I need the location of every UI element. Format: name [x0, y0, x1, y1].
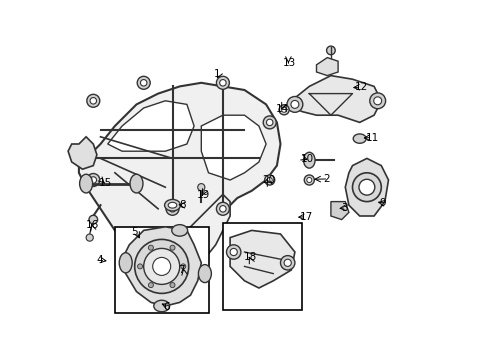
Text: 20: 20: [261, 175, 274, 185]
Polygon shape: [122, 227, 201, 306]
Circle shape: [216, 76, 229, 89]
Text: 13: 13: [283, 58, 296, 68]
Circle shape: [148, 245, 153, 250]
Text: 8: 8: [179, 200, 185, 210]
Text: 14: 14: [276, 104, 289, 114]
Text: 18: 18: [244, 252, 257, 262]
Bar: [223, 223, 302, 310]
Circle shape: [290, 100, 298, 108]
Circle shape: [90, 177, 96, 183]
Polygon shape: [291, 76, 381, 122]
Circle shape: [86, 234, 93, 241]
Text: 10: 10: [300, 154, 313, 164]
Text: 16: 16: [86, 220, 99, 230]
Text: 2: 2: [322, 174, 329, 184]
Circle shape: [216, 202, 229, 215]
Text: 3: 3: [340, 203, 347, 213]
Polygon shape: [201, 115, 265, 180]
Circle shape: [219, 80, 225, 86]
Bar: [115, 227, 208, 313]
Text: 4: 4: [97, 255, 103, 265]
Circle shape: [369, 93, 385, 109]
Circle shape: [166, 202, 179, 215]
Text: 19: 19: [197, 190, 210, 200]
Circle shape: [90, 98, 96, 104]
Circle shape: [134, 239, 188, 293]
Circle shape: [284, 259, 291, 266]
Text: 15: 15: [99, 178, 112, 188]
Circle shape: [306, 177, 311, 183]
Text: 5: 5: [131, 227, 138, 237]
Circle shape: [148, 283, 153, 288]
Polygon shape: [68, 137, 97, 169]
Polygon shape: [316, 58, 337, 76]
Polygon shape: [330, 202, 348, 220]
Text: 9: 9: [379, 198, 386, 208]
Text: 7: 7: [178, 265, 184, 275]
Circle shape: [137, 264, 142, 269]
Text: 6: 6: [163, 302, 169, 312]
Circle shape: [264, 175, 274, 185]
Circle shape: [87, 174, 100, 186]
Ellipse shape: [352, 134, 366, 143]
Circle shape: [89, 215, 98, 224]
Circle shape: [143, 248, 179, 284]
Circle shape: [169, 206, 175, 212]
Circle shape: [170, 245, 175, 250]
Ellipse shape: [168, 202, 177, 208]
Circle shape: [358, 179, 374, 195]
Circle shape: [286, 96, 302, 112]
Circle shape: [152, 257, 170, 275]
Ellipse shape: [303, 152, 314, 168]
Polygon shape: [230, 230, 294, 288]
Circle shape: [304, 175, 314, 185]
Circle shape: [140, 80, 146, 86]
Circle shape: [266, 177, 272, 183]
Circle shape: [226, 245, 241, 259]
Text: 1: 1: [213, 69, 220, 79]
Circle shape: [279, 105, 288, 115]
Text: 12: 12: [354, 82, 367, 92]
Ellipse shape: [198, 265, 211, 283]
Ellipse shape: [80, 174, 92, 193]
Circle shape: [137, 76, 150, 89]
Circle shape: [373, 97, 381, 105]
Text: 11: 11: [366, 132, 379, 143]
Circle shape: [197, 184, 204, 191]
Ellipse shape: [171, 225, 187, 236]
Circle shape: [181, 264, 185, 269]
Ellipse shape: [130, 174, 142, 193]
Circle shape: [263, 116, 276, 129]
Circle shape: [266, 119, 272, 126]
Ellipse shape: [153, 300, 169, 312]
Circle shape: [280, 256, 294, 270]
Circle shape: [230, 248, 237, 256]
Polygon shape: [345, 158, 387, 216]
Polygon shape: [79, 83, 280, 259]
Text: 17: 17: [300, 212, 313, 222]
Ellipse shape: [164, 199, 180, 211]
Circle shape: [281, 107, 286, 112]
Circle shape: [219, 206, 225, 212]
Polygon shape: [107, 101, 194, 151]
Circle shape: [170, 283, 175, 288]
Circle shape: [87, 94, 100, 107]
Polygon shape: [151, 194, 230, 270]
Ellipse shape: [119, 253, 132, 273]
Circle shape: [352, 173, 381, 202]
Circle shape: [326, 46, 335, 55]
